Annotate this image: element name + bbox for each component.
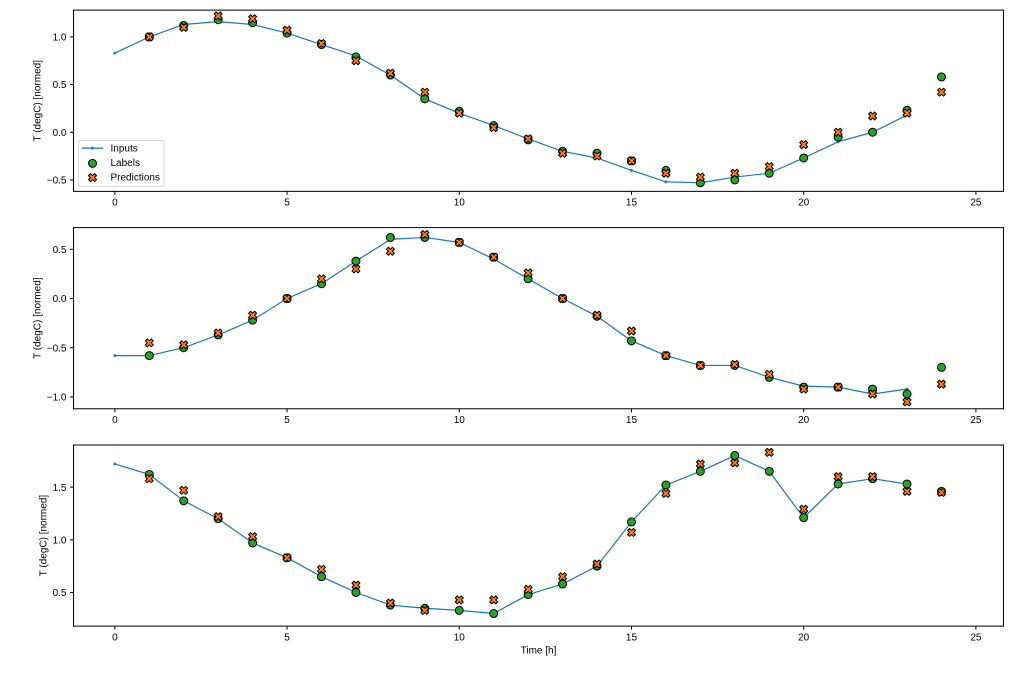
svg-text:0.5: 0.5 (53, 588, 67, 599)
svg-text:15: 15 (626, 198, 638, 209)
svg-text:0: 0 (112, 198, 118, 209)
svg-text:0: 0 (112, 632, 118, 643)
svg-text:20: 20 (798, 632, 810, 643)
svg-text:Inputs: Inputs (111, 144, 138, 155)
svg-text:0.0: 0.0 (53, 128, 67, 139)
svg-text:25: 25 (970, 198, 982, 209)
svg-text:5: 5 (284, 632, 290, 643)
svg-text:0.0: 0.0 (53, 294, 67, 305)
svg-text:0.5: 0.5 (53, 245, 67, 256)
svg-text:−0.5: −0.5 (47, 176, 67, 187)
svg-text:10: 10 (454, 415, 466, 426)
svg-text:25: 25 (970, 415, 982, 426)
svg-text:10: 10 (454, 198, 466, 209)
svg-text:15: 15 (626, 632, 638, 643)
svg-text:1.0: 1.0 (53, 33, 67, 44)
svg-text:25: 25 (970, 632, 982, 643)
svg-text:T (degC) [normed]: T (degC) [normed] (33, 277, 44, 359)
svg-text:T (degC) [normed]: T (degC) [normed] (33, 60, 44, 142)
svg-text:15: 15 (626, 415, 638, 426)
svg-text:5: 5 (284, 415, 290, 426)
svg-text:10: 10 (454, 632, 466, 643)
svg-text:20: 20 (798, 198, 810, 209)
svg-text:−1.0: −1.0 (47, 393, 67, 404)
svg-text:0.5: 0.5 (53, 80, 67, 91)
svg-text:Labels: Labels (111, 158, 140, 169)
svg-text:0: 0 (112, 415, 118, 426)
svg-text:Time [h]: Time [h] (521, 646, 557, 657)
svg-text:20: 20 (798, 415, 810, 426)
svg-text:5: 5 (284, 198, 290, 209)
svg-text:1.5: 1.5 (53, 483, 67, 494)
svg-text:1.0: 1.0 (53, 535, 67, 546)
svg-text:Predictions: Predictions (111, 172, 160, 183)
svg-text:T (degC) [normed]: T (degC) [normed] (39, 495, 50, 577)
svg-text:−0.5: −0.5 (47, 343, 67, 354)
